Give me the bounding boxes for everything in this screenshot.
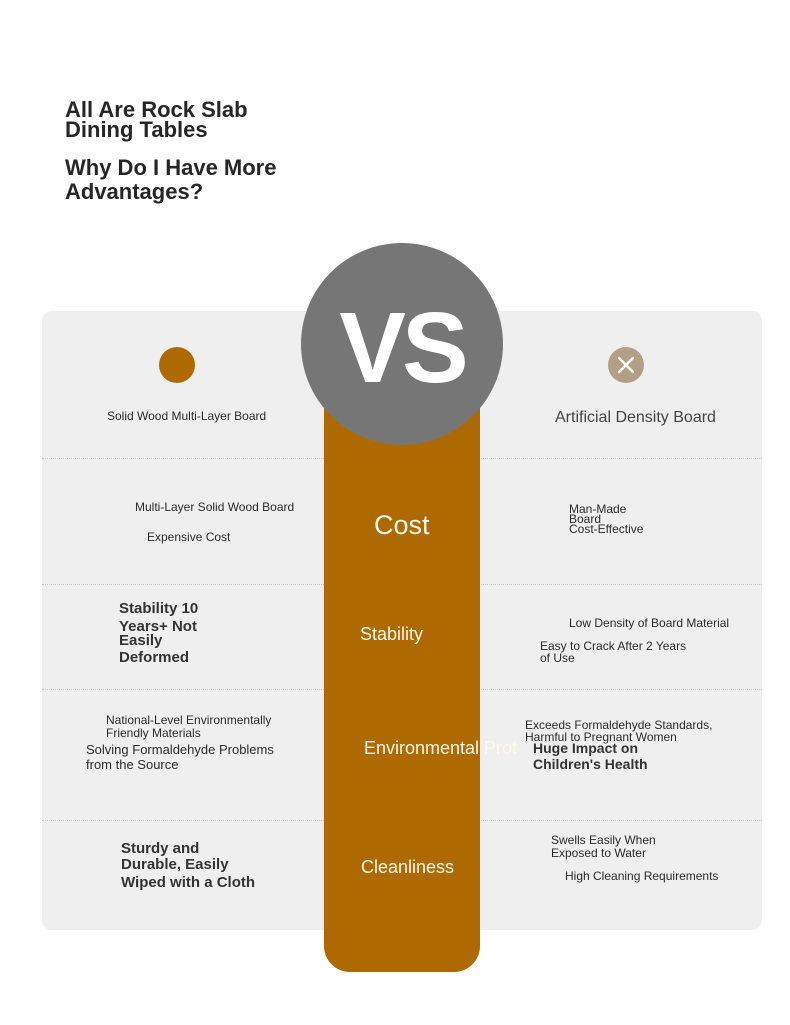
environmental-right-line-1: Exceeds Formaldehyde Standards, [525,718,713,732]
cleanliness-right-line-3: High Cleaning Requirements [565,869,719,883]
heading-line-4: Advantages? [65,179,204,204]
stability-left-line-1: Stability 10 [119,600,199,617]
environmental-left-line-4: from the Source [86,757,179,772]
vs-badge: VS [301,243,503,445]
category-environmental: Environmental Prot [364,738,518,758]
category-cleanliness: Cleanliness [361,857,455,877]
cost-left-line-2: Expensive Cost [147,530,231,544]
stability-left-line-2: Years+ Not [119,618,197,635]
category-column [324,380,480,972]
cost-right-line-3: Cost-Effective [569,522,644,536]
stability-left-line-3: Easily [119,632,163,649]
category-stability: Stability [360,624,424,644]
cleanliness-right-line-1: Swells Easily When [551,833,656,847]
cleanliness-left-line-2: Durable, Easily [121,856,229,873]
cleanliness-left-line-1: Sturdy and [121,840,200,857]
close-icon [608,347,644,383]
right-column-title: Artificial Density Board [555,409,716,426]
cost-right-line-1: Man-Made [569,502,627,516]
cost-right-line-2: Board [569,512,602,526]
stability-right-line-2: Easy to Crack After 2 Years [540,639,687,653]
cleanliness-left-line-3: Wiped with a Cloth [121,874,256,891]
category-cost: Cost [374,510,430,540]
cost-left-line-1: Multi-Layer Solid Wood Board [135,500,295,514]
environmental-right-line-4: Children's Health [533,756,648,772]
environmental-right-line-3: Huge Impact on [533,740,639,756]
circle-dot-icon [159,347,195,383]
heading-line-2: Dining Tables [65,117,208,142]
stability-left-line-4: Deformed [119,649,190,666]
environmental-left-line-2: Friendly Materials [106,726,201,740]
environmental-left-line-3: Solving Formaldehyde Problems [86,742,274,757]
left-column-title: Solid Wood Multi-Layer Board [107,409,267,423]
cleanliness-right-line-2: Exposed to Water [551,846,646,860]
vs-label: VS [339,291,468,404]
heading-line-3: Why Do I Have More [65,155,277,180]
stability-right-line-1: Low Density of Board Material [569,616,730,630]
heading-line-1: All Are Rock Slab [65,97,248,122]
environmental-right-line-2: Harmful to Pregnant Women [525,730,677,744]
stability-right-line-3: of Use [540,651,575,665]
environmental-left-line-1: National-Level Environmentally [106,713,272,727]
